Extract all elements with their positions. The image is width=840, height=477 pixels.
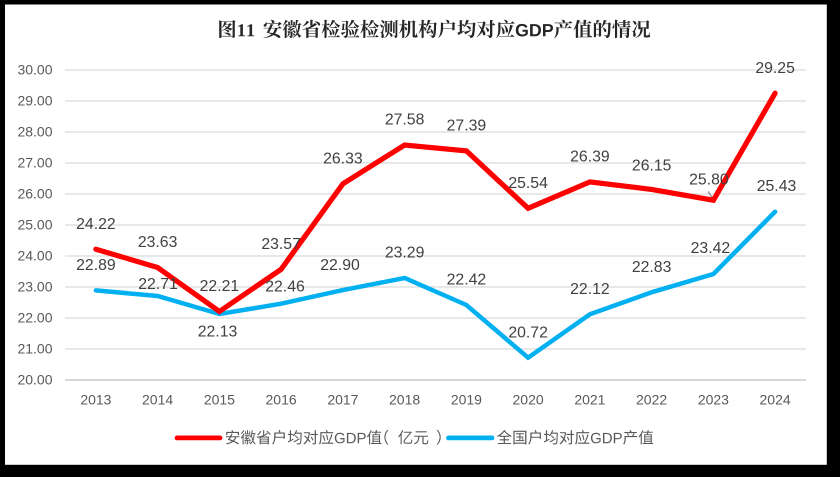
svg-text:27.00: 27.00 (17, 154, 52, 170)
svg-text:26.15: 26.15 (632, 157, 672, 174)
svg-text:22.46: 22.46 (265, 279, 305, 296)
svg-text:25.00: 25.00 (17, 216, 52, 232)
svg-text:2015: 2015 (204, 392, 235, 408)
svg-text:26.33: 26.33 (323, 151, 363, 168)
svg-text:2022: 2022 (636, 392, 667, 408)
svg-text:27.39: 27.39 (447, 118, 487, 135)
svg-text:2016: 2016 (266, 392, 297, 408)
svg-text:25.80: 25.80 (689, 172, 729, 189)
svg-text:22.89: 22.89 (76, 257, 116, 274)
svg-text:23.42: 23.42 (691, 240, 731, 257)
svg-text:28.00: 28.00 (17, 123, 52, 139)
svg-text:26.00: 26.00 (17, 185, 52, 201)
svg-text:27.58: 27.58 (385, 112, 425, 129)
svg-text:2018: 2018 (389, 392, 420, 408)
svg-text:22.12: 22.12 (570, 281, 610, 298)
svg-text:29.00: 29.00 (17, 92, 52, 108)
svg-text:22.90: 22.90 (320, 257, 360, 274)
svg-text:22.71: 22.71 (138, 276, 178, 293)
svg-text:24.00: 24.00 (17, 247, 52, 263)
svg-text:29.25: 29.25 (755, 60, 795, 77)
svg-text:23.29: 23.29 (385, 245, 425, 262)
svg-text:23.63: 23.63 (138, 234, 178, 251)
svg-text:23.57: 23.57 (261, 236, 301, 253)
svg-text:2013: 2013 (80, 392, 111, 408)
svg-text:25.54: 25.54 (508, 175, 548, 192)
svg-text:24.22: 24.22 (76, 216, 116, 233)
svg-text:30.00: 30.00 (17, 61, 52, 77)
svg-text:2014: 2014 (142, 392, 173, 408)
svg-text:2020: 2020 (513, 392, 544, 408)
svg-text:25.43: 25.43 (757, 178, 797, 195)
svg-text:2024: 2024 (760, 392, 791, 408)
svg-text:22.21: 22.21 (200, 278, 240, 295)
svg-text:2021: 2021 (574, 392, 605, 408)
svg-text:22.13: 22.13 (198, 324, 238, 341)
svg-text:2019: 2019 (451, 392, 482, 408)
svg-text:22.42: 22.42 (447, 272, 487, 289)
svg-text:21.00: 21.00 (17, 340, 52, 356)
svg-text:2023: 2023 (698, 392, 729, 408)
svg-text:26.39: 26.39 (570, 149, 610, 166)
svg-text:2017: 2017 (327, 392, 358, 408)
svg-text:22.00: 22.00 (17, 309, 52, 325)
svg-text:20.00: 20.00 (17, 371, 52, 387)
svg-text:22.83: 22.83 (632, 259, 672, 276)
svg-text:23.00: 23.00 (17, 278, 52, 294)
svg-text:20.72: 20.72 (508, 324, 548, 341)
